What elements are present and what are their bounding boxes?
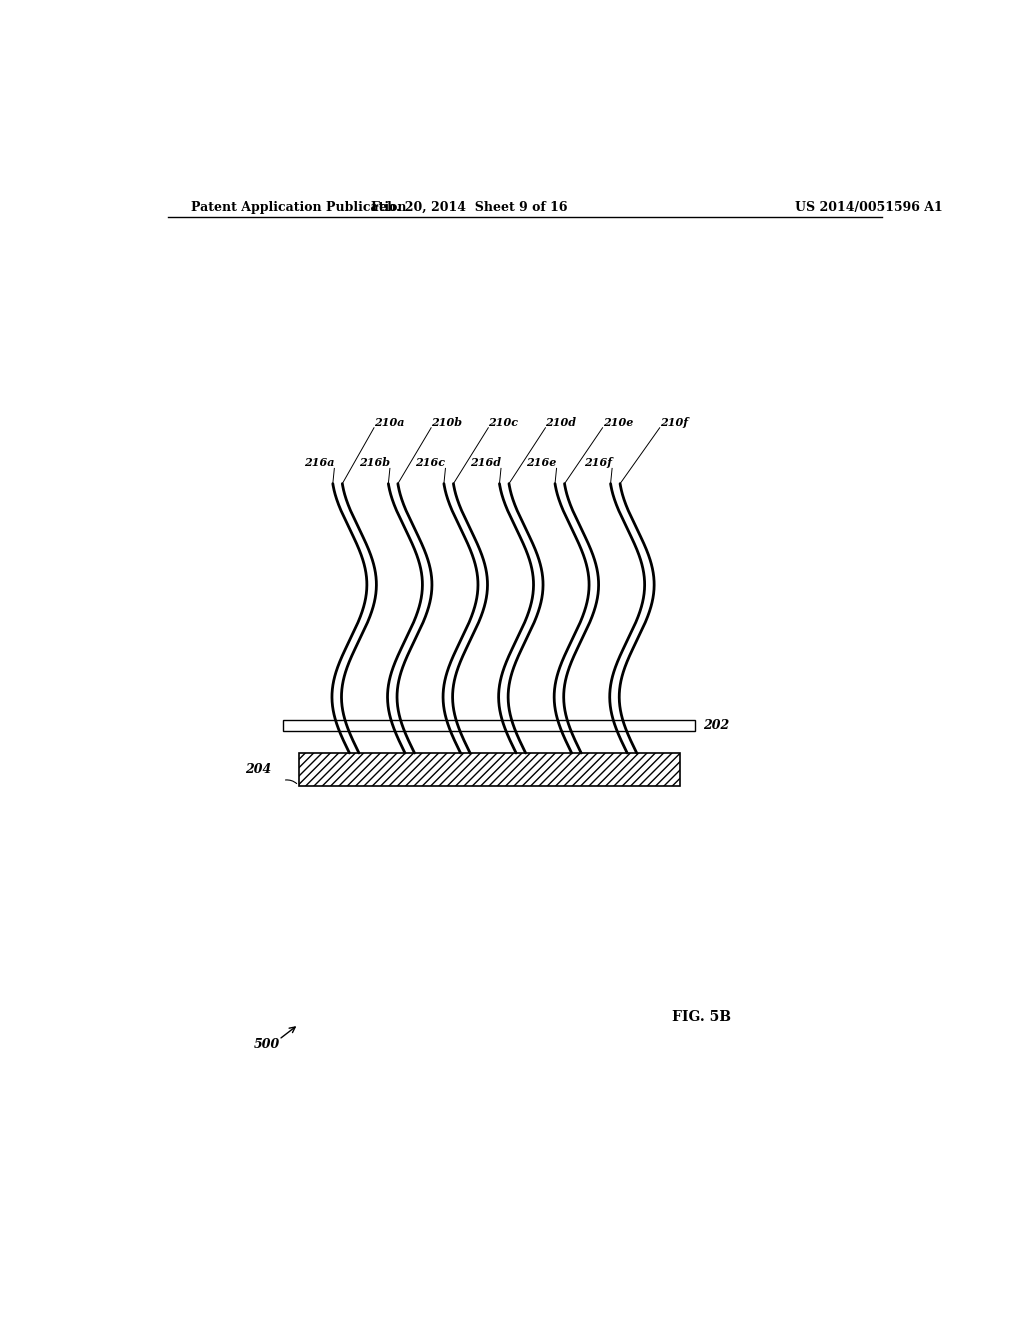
- Bar: [299, 752, 680, 785]
- Text: 500: 500: [254, 1039, 280, 1051]
- Text: 210e: 210e: [602, 417, 633, 428]
- Text: 216b: 216b: [358, 458, 390, 469]
- Text: 202: 202: [703, 719, 730, 733]
- Text: 216c: 216c: [416, 458, 445, 469]
- Text: 210f: 210f: [659, 417, 688, 428]
- Text: 216f: 216f: [584, 458, 612, 469]
- Text: 210b: 210b: [431, 417, 462, 428]
- Text: 210d: 210d: [546, 417, 577, 428]
- Text: 216e: 216e: [526, 458, 556, 469]
- Text: 216a: 216a: [304, 458, 334, 469]
- Text: US 2014/0051596 A1: US 2014/0051596 A1: [795, 201, 942, 214]
- Text: Patent Application Publication: Patent Application Publication: [191, 201, 407, 214]
- Text: 216d: 216d: [470, 458, 501, 469]
- Text: Feb. 20, 2014  Sheet 9 of 16: Feb. 20, 2014 Sheet 9 of 16: [371, 201, 567, 214]
- Text: 210a: 210a: [374, 417, 404, 428]
- Bar: [283, 721, 695, 731]
- Text: 204: 204: [245, 763, 270, 776]
- Text: 210c: 210c: [488, 417, 518, 428]
- Text: FIG. 5B: FIG. 5B: [672, 1010, 730, 1024]
